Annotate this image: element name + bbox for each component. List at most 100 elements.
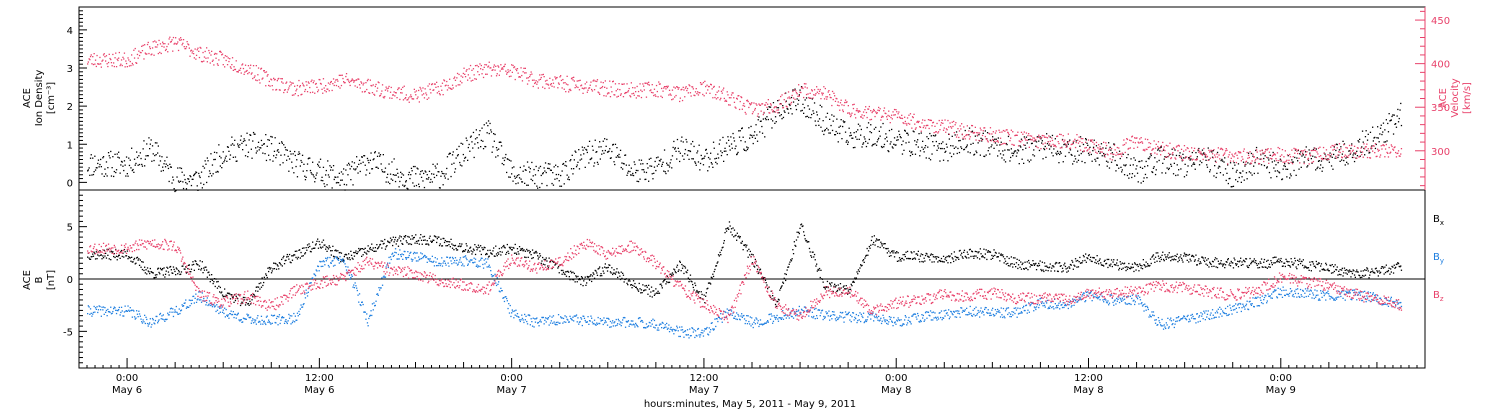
data-point [575,84,577,86]
data-point [815,265,817,267]
data-point [1315,156,1317,159]
data-point [148,52,150,55]
data-point [289,261,291,263]
data-point [87,63,89,65]
data-point [560,269,563,272]
data-point [391,97,393,99]
data-point [591,90,594,92]
data-point [520,67,522,69]
data-point [585,87,587,89]
data-point [137,57,139,59]
data-point [1013,144,1015,146]
data-point [955,136,958,138]
data-point [711,88,713,90]
data-point [257,286,260,288]
data-point [1066,142,1069,144]
data-point [684,148,687,151]
data-point [336,78,338,81]
data-point [297,256,299,258]
data-point [731,147,733,149]
data-point [590,274,592,276]
data-point [572,173,574,175]
data-point [324,90,326,92]
data-point [270,79,273,81]
data-point [204,160,206,162]
data-point [1255,149,1258,151]
data-point [377,167,379,169]
data-point [250,294,252,296]
data-point [323,183,325,185]
data-point [387,240,389,242]
data-point [637,289,639,291]
data-point [316,172,318,174]
data-point [663,280,665,282]
data-point [1003,142,1005,144]
data-point [1204,153,1206,155]
data-point [1254,160,1256,162]
data-point [885,112,887,115]
data-point [556,76,558,79]
data-point [529,251,531,253]
data-point [1387,152,1389,154]
data-point [817,268,819,271]
data-point [997,137,999,139]
data-point [738,95,740,97]
data-point [1317,166,1319,168]
data-point [1235,152,1237,154]
data-point [1333,145,1335,147]
data-point [339,251,341,254]
data-point [1237,151,1240,153]
data-point [250,134,252,136]
data-point [469,64,472,67]
data-point [1360,151,1362,153]
data-point [1357,140,1359,142]
data-point [1250,152,1253,155]
data-point [530,254,532,256]
data-point [102,59,104,61]
data-point [893,108,896,111]
data-point [612,272,614,274]
data-point [668,94,670,96]
data-point [680,89,682,91]
data-point [262,77,264,79]
data-point [789,261,791,263]
data-point [882,122,884,125]
data-point [954,124,956,126]
data-point [456,148,458,150]
data-point [663,170,665,172]
data-point [277,265,279,267]
data-point [1374,136,1376,139]
data-point [521,181,524,183]
data-point [540,174,542,177]
data-point [469,247,471,249]
bx-series [87,221,1403,307]
data-point [767,118,769,121]
data-point [1276,175,1278,178]
data-point [318,78,320,81]
data-point [142,261,144,263]
data-point [209,281,211,283]
data-point [193,263,195,266]
data-point [625,164,627,166]
data-point [736,153,738,155]
data-point [419,173,421,175]
data-point [1322,166,1324,169]
data-point [612,80,614,82]
data-point [327,248,330,250]
data-point [564,273,566,276]
data-point [273,268,276,270]
data-point [942,129,945,131]
data-point [777,112,779,114]
data-point [249,67,251,69]
data-point [917,146,919,148]
data-point [743,149,746,151]
data-point [609,96,612,98]
data-point [814,120,816,122]
data-point [331,250,333,252]
data-point [1386,151,1388,154]
data-point [171,272,173,274]
data-point [661,285,663,287]
data-point [488,132,490,135]
data-point [565,275,568,277]
data-point [375,166,377,168]
